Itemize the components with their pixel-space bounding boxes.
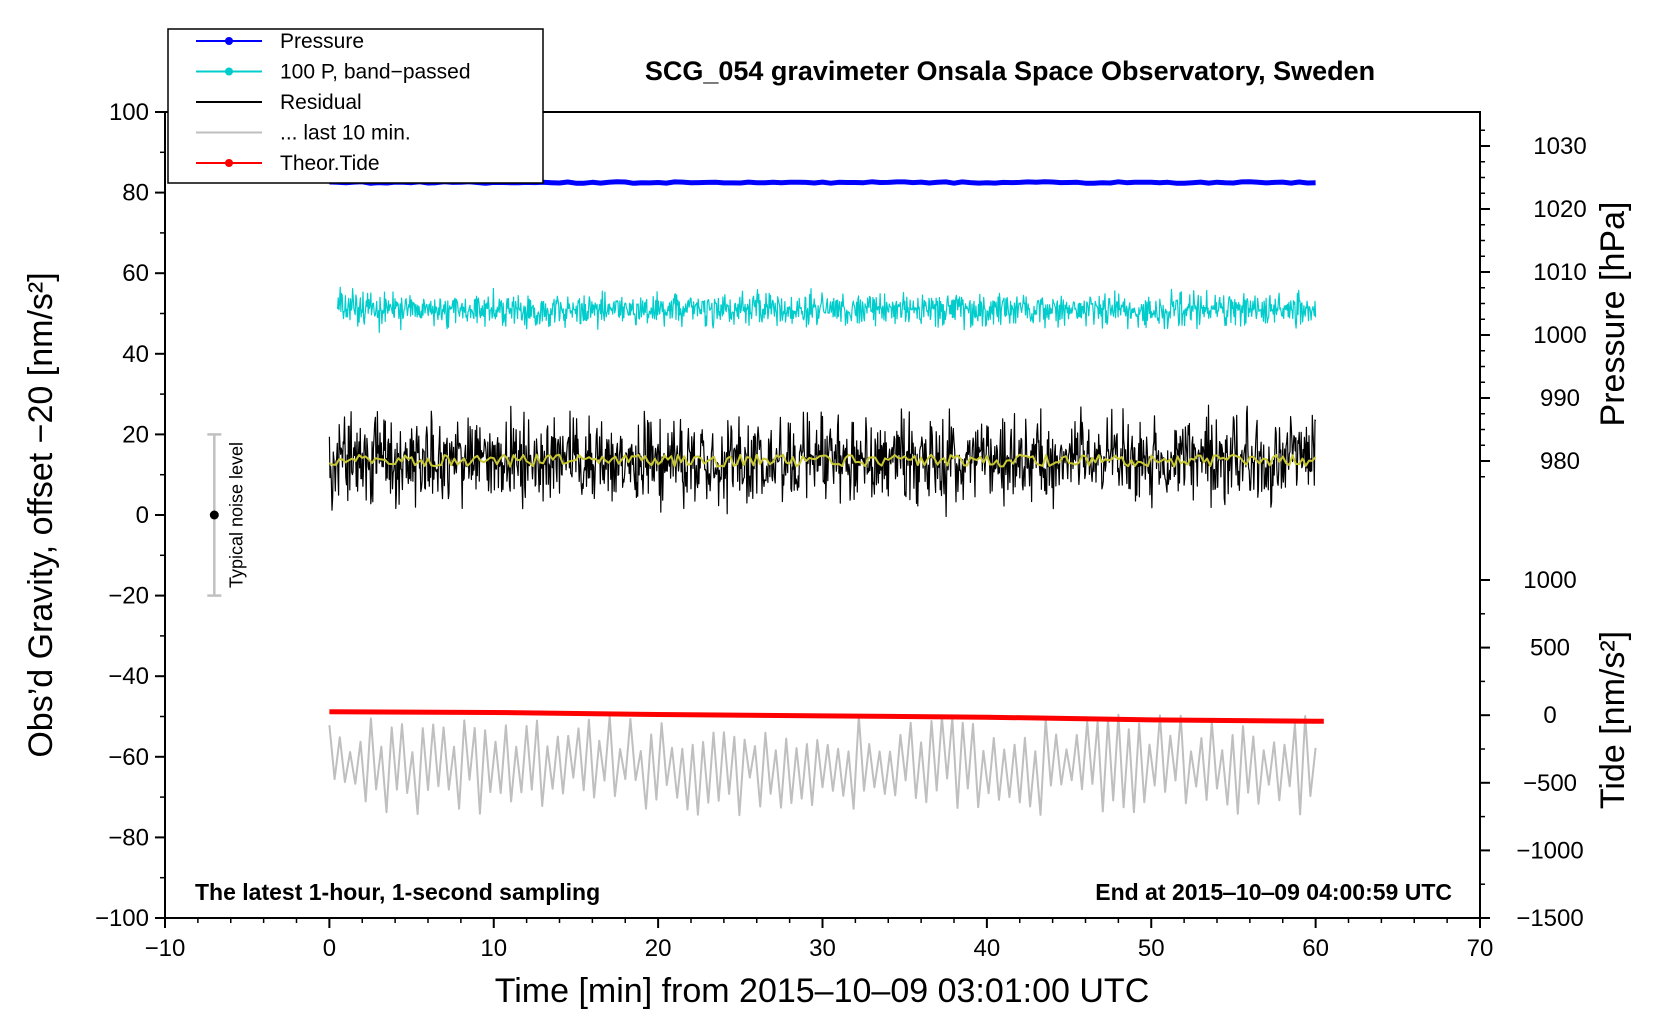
legend-label: Pressure [280, 30, 364, 53]
legend-swatch-marker [225, 67, 233, 76]
y-tick-label: 100 [109, 99, 149, 126]
y-tick-label: 0 [136, 502, 149, 529]
tide-tick-label: 1000 [1523, 567, 1576, 594]
pressure-tick-label: 1030 [1533, 133, 1586, 160]
x-tick-label: 50 [1138, 935, 1165, 962]
y-tick-label: −80 [108, 824, 149, 851]
tick-layer: −10 0 10 20 30 40 50 60 70100806040200−20−40−60−… [95, 99, 1587, 962]
pressure-tick-label: 990 [1540, 385, 1580, 412]
noise-center-dot [209, 510, 219, 520]
tide-tick-label: 0 [1543, 702, 1556, 729]
x-tick-label: −10 [145, 935, 186, 962]
legend-swatch-marker [225, 159, 233, 167]
x-tick-label: 70 [1467, 935, 1494, 962]
y-tick-label: −100 [95, 905, 149, 932]
chart-title: SCG_054 gravimeter Onsala Space Observat… [645, 56, 1375, 86]
x-tick-label: 30 [809, 935, 836, 962]
x-tick-label: 40 [974, 935, 1001, 962]
noise-level-label: Typical noise level [226, 442, 246, 588]
residual-smoothed-series [328, 453, 1317, 468]
y-tick-label: 40 [122, 341, 149, 368]
y-axis-tide-title: Tide [nm/s²] [1594, 631, 1632, 809]
y-axis-left-title: Obs’d Gravity, offset −20 [nm/s²] [22, 272, 60, 757]
y-tick-label: −60 [108, 744, 149, 771]
pressure-tick-label: 980 [1540, 448, 1580, 475]
legend-swatch-marker [225, 37, 233, 45]
noise-level-indicator: Typical noise level [207, 433, 246, 597]
y-tick-label: 60 [122, 260, 149, 287]
theor-tide-series [329, 709, 1324, 724]
x-tick-label: 20 [645, 935, 672, 962]
tide-tick-label: −1000 [1516, 837, 1583, 864]
annotation-end-time: End at 2015‒10‒09 04:00:59 UTC [1095, 879, 1452, 905]
legend-box [167, 28, 544, 184]
last-10-min-series [328, 713, 1317, 817]
pressure-tick-label: 1020 [1533, 196, 1586, 223]
legend: Pressure 100 P, band−passed Residual ... la… [167, 28, 544, 184]
100-p-band-passed-series [337, 286, 1317, 333]
tide-tick-label: −500 [1523, 770, 1577, 797]
residual-series [328, 404, 1317, 518]
y-tick-label: 20 [122, 421, 149, 448]
y-tick-label: −40 [108, 663, 149, 690]
y-axis-pressure-title: Pressure [hPa] [1594, 202, 1632, 427]
tide-tick-label: 500 [1530, 635, 1570, 662]
legend-label: ... last 10 min. [280, 122, 411, 145]
plot-layer [328, 179, 1324, 817]
y-tick-label: 80 [122, 180, 149, 207]
annotation-sampling: The latest 1‑hour, 1‑second sampling [195, 879, 600, 905]
pressure-tick-label: 1000 [1533, 322, 1586, 349]
legend-label: Residual [280, 91, 362, 114]
pressure-tick-label: 1010 [1533, 259, 1586, 286]
x-tick-label: 60 [1302, 935, 1329, 962]
tide-tick-label: −1500 [1516, 905, 1583, 932]
x-tick-label: 0 [323, 935, 336, 962]
x-tick-label: 10 [480, 935, 507, 962]
x-axis-title: Time [min] from 2015‒10‒09 03:01:00 UTC [495, 972, 1150, 1010]
legend-label: Theor.Tide [280, 152, 380, 175]
y-tick-label: −20 [108, 583, 149, 610]
legend-label: 100 P, band−passed [280, 61, 471, 84]
plot-frame [164, 111, 1481, 919]
